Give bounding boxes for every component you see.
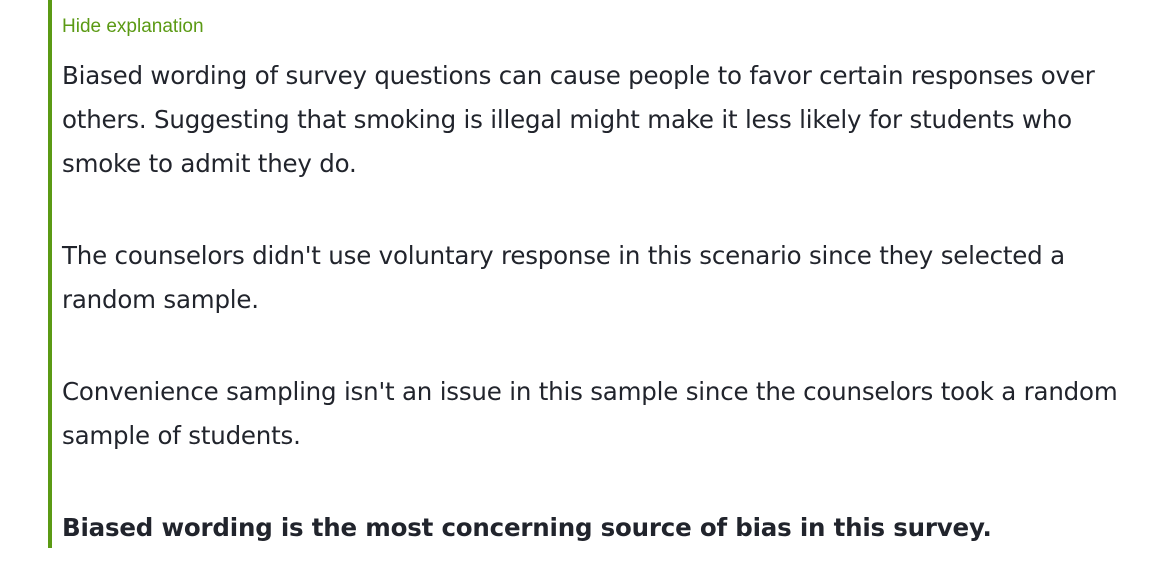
explanation-paragraph: Convenience sampling isn't an issue in t… <box>62 377 1118 450</box>
hide-explanation-link[interactable]: Hide explanation <box>62 16 204 37</box>
explanation-paragraph: Biased wording of survey questions can c… <box>62 61 1095 178</box>
explanation-panel: Hide explanation Biased wording of surve… <box>48 0 1128 548</box>
explanation-conclusion: Biased wording is the most concerning so… <box>62 513 992 542</box>
explanation-paragraph: The counselors didn't use voluntary resp… <box>62 241 1065 314</box>
